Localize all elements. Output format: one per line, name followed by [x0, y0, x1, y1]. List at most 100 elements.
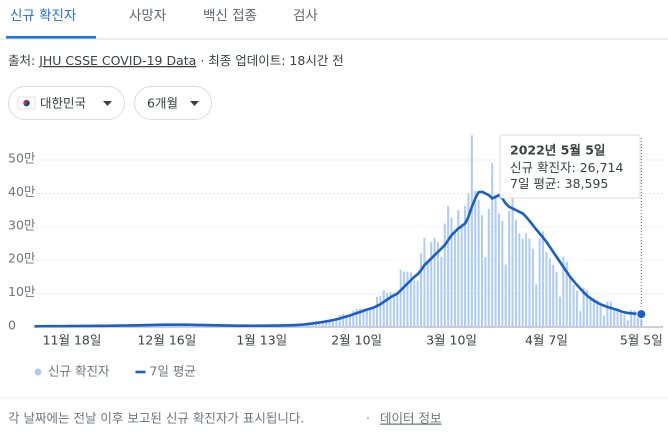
bar	[518, 233, 521, 327]
legend-label: 7일 평균	[149, 364, 195, 379]
bar	[430, 242, 433, 327]
source-prefix: 출처:	[8, 53, 35, 68]
bar	[342, 314, 345, 327]
bar	[457, 210, 460, 327]
bar	[487, 208, 490, 327]
bar	[325, 320, 328, 327]
y-tick-label: 40만	[8, 184, 36, 199]
bar	[497, 213, 500, 327]
bar	[558, 296, 561, 327]
bar	[328, 320, 331, 327]
bar	[636, 312, 639, 327]
bar	[575, 290, 578, 327]
bar	[409, 272, 412, 327]
bar	[321, 320, 324, 327]
bar	[562, 256, 565, 327]
tab[interactable]: 신규 확진자	[10, 8, 77, 24]
bar	[372, 307, 375, 327]
y-tick-label: 30만	[8, 217, 36, 232]
bar	[552, 265, 555, 327]
bar	[603, 315, 606, 327]
bar	[508, 210, 511, 327]
bar	[619, 310, 622, 327]
bar	[609, 301, 612, 327]
bar	[450, 217, 453, 327]
bar	[365, 308, 368, 327]
tooltip-row: 신규 확진자: 26,714	[510, 160, 623, 175]
source-link[interactable]: JHU CSSE COVID-19 Data	[38, 53, 196, 68]
tooltip-value: 38,595	[565, 176, 609, 191]
footer-link[interactable]: 데이터 정보	[380, 411, 441, 426]
y-tick-label: 0	[8, 318, 16, 333]
x-tick-label: 5월 5일	[620, 333, 663, 348]
caret	[103, 101, 112, 106]
bar	[474, 191, 477, 327]
tab-indicator	[6, 36, 96, 39]
bar	[525, 233, 528, 327]
source-line: 출처: JHU CSSE COVID-19 Data · 최종 업데이트: 18…	[8, 53, 344, 68]
bar	[464, 206, 467, 327]
x-tick-label: 4월 7일	[525, 333, 568, 348]
bar	[569, 277, 572, 327]
hover-point	[636, 309, 647, 320]
bar	[596, 299, 599, 327]
bar	[369, 308, 372, 327]
bar	[413, 280, 416, 327]
tab[interactable]: 백신 접종	[203, 8, 257, 24]
bar	[436, 242, 439, 327]
separator: ·	[366, 411, 370, 426]
x-tick-label: 12월 16일	[137, 333, 196, 348]
footer-note: 각 날짜에는 전날 이후 보고된 신규 확진자가 표시됩니다.	[8, 411, 304, 426]
bar	[565, 261, 568, 327]
tooltip-label: 7일 평균:	[510, 176, 561, 191]
tooltip-label: 신규 확진자:	[510, 160, 576, 175]
bar	[633, 310, 636, 327]
y-tick-label: 20만	[8, 251, 36, 266]
x-tick-label: 3월 10일	[426, 333, 477, 348]
bar	[555, 272, 558, 327]
bar	[606, 301, 609, 327]
bar	[542, 231, 545, 327]
bar	[481, 215, 484, 327]
range-dropdown[interactable]	[134, 86, 212, 120]
tab[interactable]: 사망자	[129, 8, 167, 24]
bar	[579, 311, 582, 327]
tooltip-row: 7일 평균: 38,595	[510, 176, 608, 191]
average-line	[34, 190, 642, 328]
bar	[586, 289, 589, 327]
bar	[389, 291, 392, 327]
x-tick-label: 2월 10일	[331, 333, 382, 348]
bar	[589, 296, 592, 327]
bar	[426, 260, 429, 327]
bar	[630, 309, 633, 327]
bar	[511, 185, 514, 327]
bar	[504, 264, 507, 327]
bar	[379, 295, 382, 327]
bar	[514, 219, 517, 327]
bar	[382, 290, 385, 327]
bar	[362, 308, 365, 327]
bar	[420, 253, 423, 327]
bar	[572, 284, 575, 327]
bar	[494, 194, 497, 327]
bar	[548, 258, 551, 327]
y-tick-label: 50만	[8, 151, 36, 166]
bar	[386, 292, 389, 327]
bar	[453, 232, 456, 327]
bar	[403, 271, 406, 327]
bar	[176, 324, 179, 327]
country-dropdown[interactable]	[8, 86, 125, 120]
bar	[433, 237, 436, 327]
bar	[491, 163, 494, 327]
bar	[406, 271, 409, 327]
bar	[392, 295, 395, 327]
bar	[416, 280, 419, 327]
tooltip	[499, 134, 641, 199]
bar	[626, 320, 629, 327]
bar	[501, 220, 504, 327]
tab[interactable]: 검사	[293, 8, 318, 24]
bar	[470, 135, 473, 327]
bar	[582, 287, 585, 327]
